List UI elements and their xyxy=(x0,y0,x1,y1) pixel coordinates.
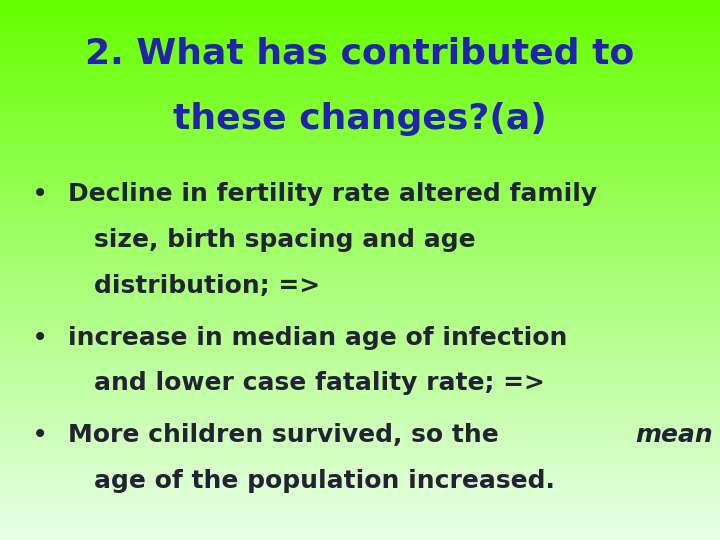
Text: age of the population increased.: age of the population increased. xyxy=(94,469,554,492)
Text: size, birth spacing and age: size, birth spacing and age xyxy=(94,228,475,252)
Text: •: • xyxy=(32,180,48,208)
Text: these changes?(a): these changes?(a) xyxy=(173,102,547,136)
Text: and lower case fatality rate; =>: and lower case fatality rate; => xyxy=(94,372,544,395)
Text: •: • xyxy=(32,323,48,352)
Text: More children survived, so the: More children survived, so the xyxy=(68,423,508,447)
Text: distribution; =>: distribution; => xyxy=(94,274,320,298)
Text: 2. What has contributed to: 2. What has contributed to xyxy=(86,37,634,71)
Text: mean: mean xyxy=(636,423,713,447)
Text: Decline in fertility rate altered family: Decline in fertility rate altered family xyxy=(68,183,598,206)
Text: •: • xyxy=(32,421,48,449)
Text: increase in median age of infection: increase in median age of infection xyxy=(68,326,568,349)
